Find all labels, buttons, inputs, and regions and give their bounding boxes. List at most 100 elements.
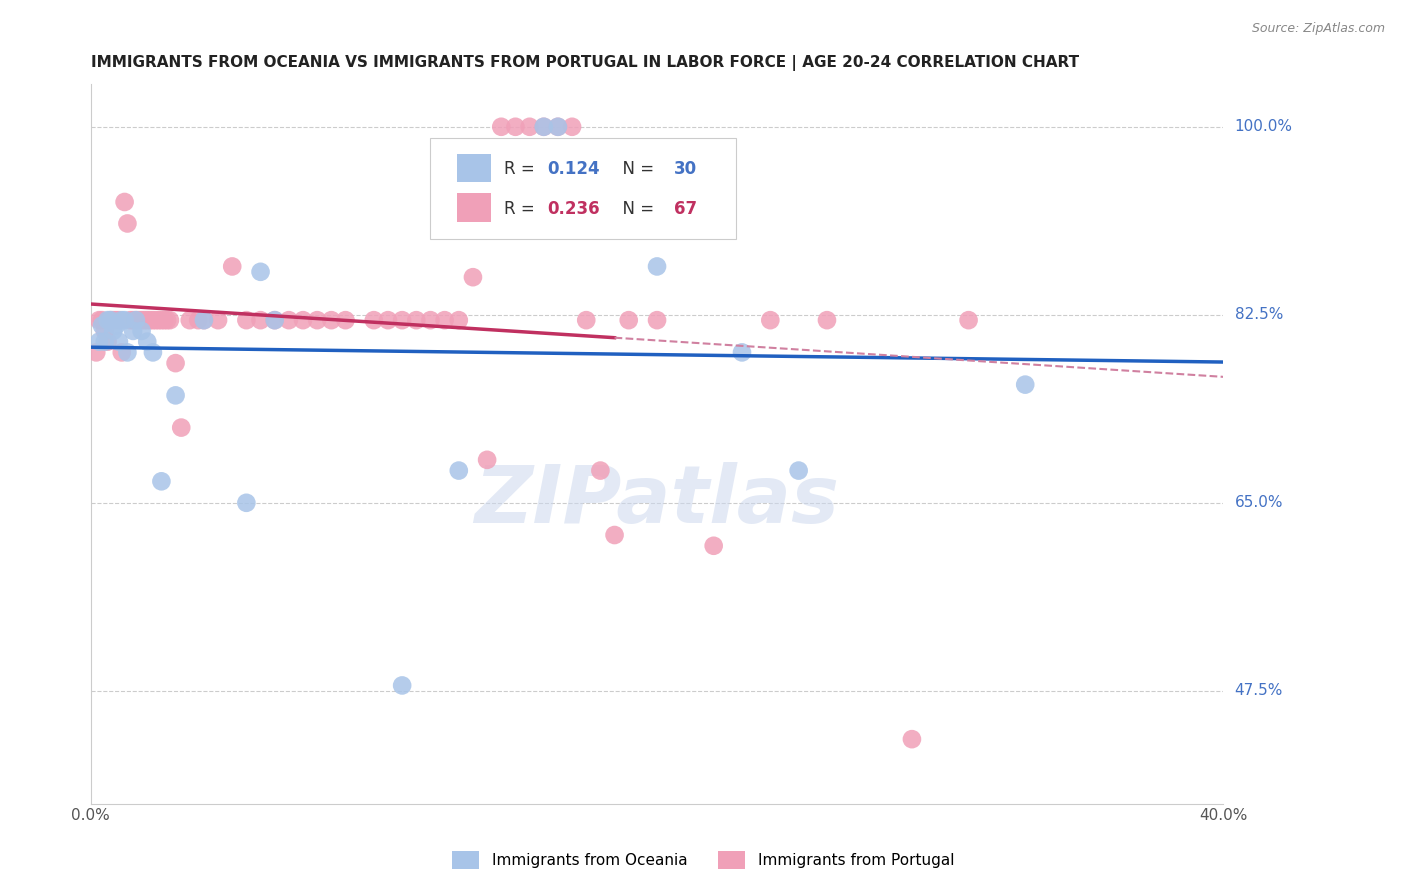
- Text: 67: 67: [673, 200, 697, 218]
- Point: [94, 324, 117, 338]
- Point: [533, 120, 555, 134]
- Point: [142, 313, 165, 327]
- Point: [547, 120, 569, 134]
- Text: 100.0%: 100.0%: [1234, 120, 1292, 135]
- Point: [105, 313, 128, 327]
- Point: [703, 539, 725, 553]
- Point: [97, 313, 120, 327]
- Point: [561, 120, 583, 134]
- Point: [165, 356, 187, 370]
- Point: [447, 464, 470, 478]
- Point: [150, 313, 173, 327]
- Point: [235, 496, 257, 510]
- Point: [111, 313, 134, 327]
- Point: [111, 345, 134, 359]
- Point: [114, 313, 136, 327]
- Point: [603, 528, 626, 542]
- Point: [547, 120, 569, 134]
- Point: [100, 313, 122, 327]
- Text: N =: N =: [612, 161, 659, 178]
- Point: [377, 313, 399, 327]
- Point: [221, 260, 243, 274]
- Point: [391, 313, 413, 327]
- FancyBboxPatch shape: [457, 193, 491, 222]
- Text: 30: 30: [673, 161, 697, 178]
- Point: [100, 313, 122, 327]
- Text: R =: R =: [505, 200, 540, 218]
- Point: [122, 313, 145, 327]
- Point: [645, 260, 668, 274]
- Text: 47.5%: 47.5%: [1234, 683, 1282, 698]
- Point: [105, 318, 128, 333]
- Point: [901, 732, 924, 747]
- Point: [335, 313, 357, 327]
- Point: [491, 120, 513, 134]
- Point: [263, 313, 285, 327]
- Point: [307, 313, 329, 327]
- Point: [461, 270, 484, 285]
- Point: [87, 334, 110, 349]
- Point: [815, 313, 838, 327]
- Point: [108, 334, 131, 349]
- Point: [131, 313, 153, 327]
- Point: [131, 324, 153, 338]
- Text: N =: N =: [612, 200, 659, 218]
- Point: [505, 120, 527, 134]
- Point: [187, 313, 209, 327]
- Point: [134, 313, 156, 327]
- Point: [120, 313, 142, 327]
- Point: [363, 313, 385, 327]
- Point: [179, 313, 201, 327]
- Point: [1014, 377, 1036, 392]
- Point: [519, 120, 541, 134]
- Point: [103, 324, 125, 338]
- Text: Source: ZipAtlas.com: Source: ZipAtlas.com: [1251, 22, 1385, 36]
- Point: [419, 313, 441, 327]
- Point: [617, 313, 640, 327]
- FancyBboxPatch shape: [457, 153, 491, 183]
- Point: [759, 313, 782, 327]
- Point: [128, 313, 150, 327]
- Point: [957, 313, 980, 327]
- Point: [575, 313, 598, 327]
- Text: 0.236: 0.236: [547, 200, 600, 218]
- Point: [108, 313, 131, 327]
- Point: [475, 453, 498, 467]
- Point: [321, 313, 343, 327]
- Text: 82.5%: 82.5%: [1234, 307, 1282, 322]
- Point: [150, 475, 173, 489]
- Point: [193, 313, 215, 327]
- Text: ZIPatlas: ZIPatlas: [475, 462, 839, 541]
- Point: [139, 313, 162, 327]
- Point: [731, 345, 754, 359]
- Point: [97, 334, 120, 349]
- Point: [103, 313, 125, 327]
- Point: [125, 313, 148, 327]
- Point: [645, 313, 668, 327]
- Point: [145, 313, 167, 327]
- Point: [84, 345, 107, 359]
- Point: [447, 313, 470, 327]
- Text: R =: R =: [505, 161, 540, 178]
- Point: [263, 313, 285, 327]
- Point: [142, 345, 165, 359]
- Point: [170, 420, 193, 434]
- Point: [156, 313, 179, 327]
- Point: [114, 194, 136, 209]
- Point: [94, 334, 117, 349]
- Point: [533, 120, 555, 134]
- Point: [193, 313, 215, 327]
- Text: 65.0%: 65.0%: [1234, 495, 1284, 510]
- Point: [277, 313, 299, 327]
- Point: [117, 345, 139, 359]
- Point: [153, 313, 176, 327]
- Point: [249, 265, 271, 279]
- Point: [207, 313, 229, 327]
- Point: [787, 464, 810, 478]
- Point: [117, 217, 139, 231]
- Point: [91, 313, 114, 327]
- FancyBboxPatch shape: [430, 137, 737, 238]
- Point: [122, 324, 145, 338]
- Point: [125, 313, 148, 327]
- Point: [405, 313, 427, 327]
